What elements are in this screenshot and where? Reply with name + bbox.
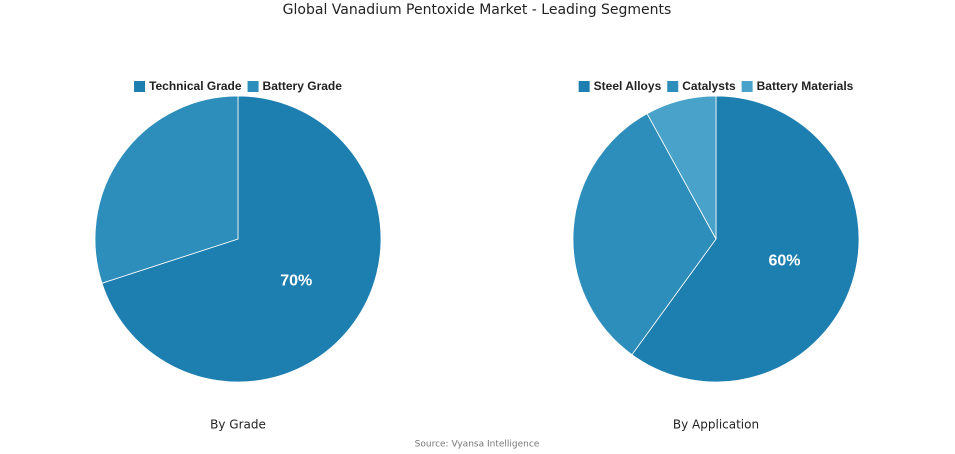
- pie-slice: [646, 95, 717, 240]
- legend-label: Steel Alloys: [594, 79, 662, 93]
- legend-swatch: [741, 81, 753, 92]
- legend-label: Battery Grade: [263, 79, 343, 93]
- data-label: 70%: [280, 273, 312, 290]
- legend-label: Battery Materials: [757, 79, 854, 93]
- legend-swatch: [667, 81, 679, 92]
- pie-slice: [631, 95, 860, 383]
- legend-label: Technical Grade: [149, 79, 242, 93]
- page-title: Global Vanadium Pentoxide Market - Leadi…: [283, 2, 672, 18]
- legend-label: Catalysts: [682, 79, 736, 93]
- chart-title: By Application: [673, 418, 759, 432]
- legend-swatch: [134, 81, 146, 92]
- source: Source: Vyansa Intelligence: [415, 440, 540, 450]
- pie-slice: [572, 113, 717, 356]
- legend-swatch: [578, 81, 590, 92]
- chart-title: By Grade: [210, 418, 266, 432]
- legend-swatch: [247, 81, 259, 92]
- pie-slice: [101, 95, 382, 383]
- pie-slice: [94, 95, 239, 284]
- data-label: 60%: [768, 252, 800, 269]
